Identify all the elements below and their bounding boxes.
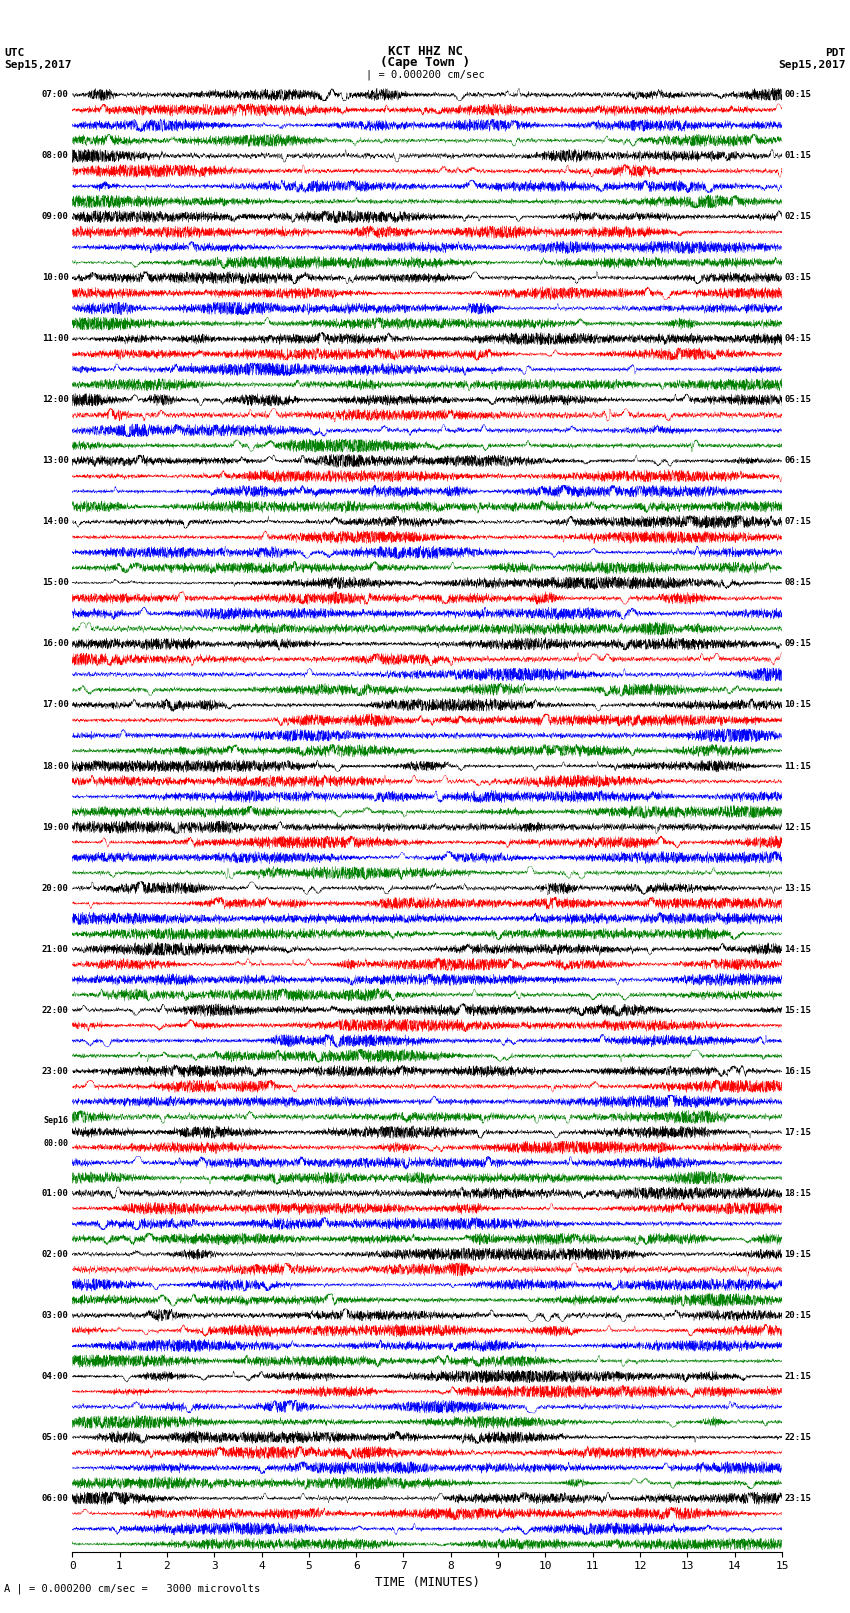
Text: 05:00: 05:00 [42, 1432, 69, 1442]
Text: 16:00: 16:00 [42, 639, 69, 648]
Text: 15:15: 15:15 [785, 1005, 811, 1015]
Text: 08:00: 08:00 [42, 152, 69, 160]
Text: 01:15: 01:15 [785, 152, 811, 160]
Text: 04:15: 04:15 [785, 334, 811, 344]
Text: UTC: UTC [4, 48, 25, 58]
Text: 20:00: 20:00 [42, 884, 69, 892]
Text: | = 0.000200 cm/sec: | = 0.000200 cm/sec [366, 69, 484, 81]
Text: 21:15: 21:15 [785, 1371, 811, 1381]
Text: (Cape Town ): (Cape Town ) [380, 56, 470, 69]
Text: 18:15: 18:15 [785, 1189, 811, 1198]
Text: 18:00: 18:00 [42, 761, 69, 771]
Text: Sep15,2017: Sep15,2017 [4, 60, 71, 69]
Text: 10:00: 10:00 [42, 273, 69, 282]
Text: 03:15: 03:15 [785, 273, 811, 282]
Text: 11:15: 11:15 [785, 761, 811, 771]
Text: 13:15: 13:15 [785, 884, 811, 892]
Text: 08:15: 08:15 [785, 579, 811, 587]
Text: 04:00: 04:00 [42, 1371, 69, 1381]
Text: 09:00: 09:00 [42, 213, 69, 221]
Text: 22:00: 22:00 [42, 1005, 69, 1015]
Text: 06:15: 06:15 [785, 456, 811, 466]
Text: 05:15: 05:15 [785, 395, 811, 405]
Text: 16:15: 16:15 [785, 1066, 811, 1076]
Text: 14:00: 14:00 [42, 518, 69, 526]
Text: A | = 0.000200 cm/sec =   3000 microvolts: A | = 0.000200 cm/sec = 3000 microvolts [4, 1582, 260, 1594]
Text: 14:15: 14:15 [785, 945, 811, 953]
Text: Sep15,2017: Sep15,2017 [779, 60, 846, 69]
Text: PDT: PDT [825, 48, 846, 58]
Text: 12:15: 12:15 [785, 823, 811, 832]
Text: 19:00: 19:00 [42, 823, 69, 832]
Text: 07:15: 07:15 [785, 518, 811, 526]
Text: KCT HHZ NC: KCT HHZ NC [388, 45, 462, 58]
Text: 17:00: 17:00 [42, 700, 69, 710]
Text: 03:00: 03:00 [42, 1311, 69, 1319]
Text: 23:15: 23:15 [785, 1494, 811, 1503]
Text: Sep16: Sep16 [43, 1116, 69, 1124]
Text: 21:00: 21:00 [42, 945, 69, 953]
Text: 19:15: 19:15 [785, 1250, 811, 1258]
Text: 10:15: 10:15 [785, 700, 811, 710]
Text: 13:00: 13:00 [42, 456, 69, 466]
Text: 01:00: 01:00 [42, 1189, 69, 1198]
Text: 02:00: 02:00 [42, 1250, 69, 1258]
Text: 07:00: 07:00 [42, 90, 69, 100]
Text: 23:00: 23:00 [42, 1066, 69, 1076]
Text: 12:00: 12:00 [42, 395, 69, 405]
X-axis label: TIME (MINUTES): TIME (MINUTES) [375, 1576, 479, 1589]
Text: 11:00: 11:00 [42, 334, 69, 344]
Text: 00:00: 00:00 [43, 1139, 69, 1148]
Text: 22:15: 22:15 [785, 1432, 811, 1442]
Text: 06:00: 06:00 [42, 1494, 69, 1503]
Text: 02:15: 02:15 [785, 213, 811, 221]
Text: 17:15: 17:15 [785, 1127, 811, 1137]
Text: 09:15: 09:15 [785, 639, 811, 648]
Text: 00:15: 00:15 [785, 90, 811, 100]
Text: 20:15: 20:15 [785, 1311, 811, 1319]
Text: 15:00: 15:00 [42, 579, 69, 587]
